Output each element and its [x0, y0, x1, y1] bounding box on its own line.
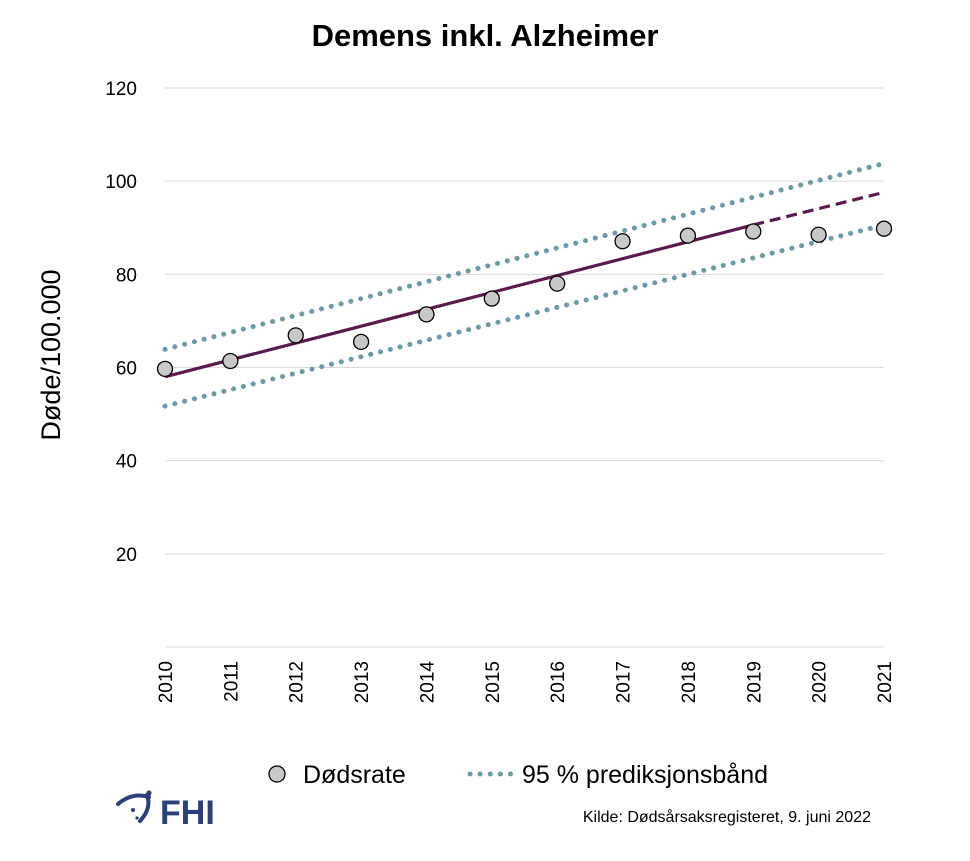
x-tick-label-2016: 2016 [548, 661, 569, 703]
data-point-2013 [352, 333, 370, 351]
y-tick-label-20: 20 [116, 545, 137, 566]
x-tick-label-2014: 2014 [417, 661, 438, 704]
x-tick-label-2017: 2017 [614, 661, 635, 703]
x-tick-label-2012: 2012 [287, 661, 308, 703]
x-tick-label-2021: 2021 [875, 661, 896, 703]
data-point-2010 [156, 360, 174, 378]
x-tick-label-2013: 2013 [352, 661, 373, 703]
series-lines [162, 160, 887, 409]
y-axis-ticks: 20 40 60 80 100 120 [105, 79, 137, 566]
y-tick-label-60: 60 [116, 359, 137, 380]
legend-marker-dodsrate [268, 765, 286, 783]
x-tick-label-2010: 2010 [156, 661, 177, 703]
y-tick-label-120: 120 [105, 79, 137, 100]
x-tick-label-2020: 2020 [810, 661, 831, 703]
x-tick-label-2019: 2019 [744, 661, 765, 703]
legend: Dødsrate 95 % prediksjonsbånd [268, 761, 768, 789]
data-point-2017 [614, 233, 631, 250]
legend-label-prediction-band: 95 % prediksjonsbånd [522, 761, 768, 789]
y-tick-label-80: 80 [116, 265, 137, 286]
data-point-2019 [745, 223, 762, 240]
logo-text: FHI [160, 794, 215, 832]
fhi-logo-icon [116, 790, 152, 823]
x-tick-label-2018: 2018 [679, 661, 700, 703]
data-point-2012 [287, 327, 304, 344]
data-point-2016 [549, 275, 566, 292]
chart-title: Demens inkl. Alzheimer [312, 18, 659, 53]
data-point-2020 [810, 226, 827, 243]
data-point-2018 [679, 227, 697, 244]
data-point-2011 [222, 352, 239, 370]
series-line-band-lower [162, 222, 887, 409]
data-points [156, 220, 893, 378]
x-tick-label-2011: 2011 [221, 661, 242, 702]
y-axis-label: Døde/100.000 [36, 269, 66, 440]
x-tick-label-2015: 2015 [483, 661, 504, 703]
series-line-trend-projection [752, 190, 885, 227]
data-point-2015 [483, 290, 500, 307]
series-line-trend [164, 223, 754, 379]
series-line-band-upper [162, 160, 887, 352]
y-tick-label-100: 100 [105, 172, 137, 193]
gridlines [165, 87, 884, 648]
source-note: Kilde: Dødsårsaksregisteret, 9. juni 202… [583, 808, 871, 826]
fhi-logo: FHI [116, 790, 215, 832]
data-point-2021 [875, 220, 893, 237]
x-axis-ticks: 2010 2011 2012 2013 2014 2015 2016 2017 2018 2019… [156, 661, 896, 704]
legend-label-dodsrate: Dødsrate [303, 761, 406, 789]
y-tick-label-40: 40 [116, 452, 137, 473]
data-point-2014 [418, 306, 435, 323]
